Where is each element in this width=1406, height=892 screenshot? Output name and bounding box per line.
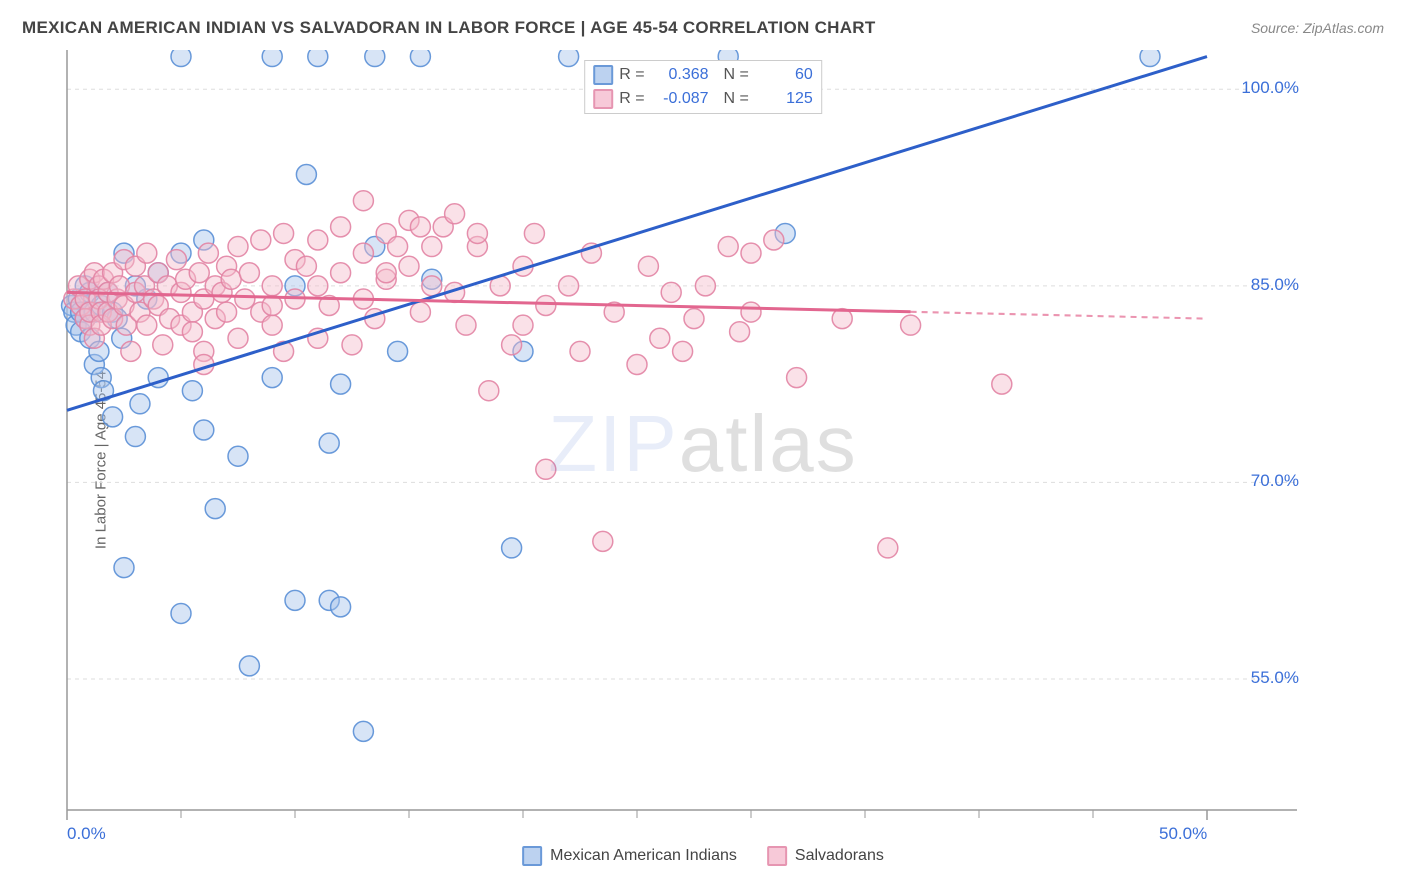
r-value: -0.087 [651,90,709,108]
y-tick-label: 100.0% [1229,78,1299,98]
n-value: 125 [755,90,813,108]
scatter-plot [22,50,1384,870]
chart-area: In Labor Force | Age 45-54 ZIPatlas R = … [22,50,1384,870]
r-label: R = [619,90,644,108]
r-value: 0.368 [651,66,709,84]
series-legend: Mexican American Indians Salvadorans [522,846,884,866]
legend-swatch [522,846,542,866]
correlation-row: R = -0.087 N = 125 [593,87,813,111]
legend-label: Salvadorans [795,847,884,865]
chart-header: MEXICAN AMERICAN INDIAN VS SALVADORAN IN… [22,18,1384,38]
chart-title: MEXICAN AMERICAN INDIAN VS SALVADORAN IN… [22,18,876,38]
n-value: 60 [755,66,813,84]
n-label: N = [715,66,749,84]
y-tick-label: 70.0% [1229,471,1299,491]
correlation-legend: R = 0.368 N = 60 R = -0.087 N = 125 [584,60,822,114]
x-tick-label: 0.0% [67,824,106,844]
y-tick-label: 85.0% [1229,275,1299,295]
legend-label: Mexican American Indians [550,847,737,865]
legend-swatch [767,846,787,866]
r-label: R = [619,66,644,84]
chart-source: Source: ZipAtlas.com [1251,20,1384,36]
legend-swatch [593,89,613,109]
legend-item: Mexican American Indians [522,846,737,866]
legend-swatch [593,65,613,85]
n-label: N = [715,90,749,108]
x-tick-label: 50.0% [1159,824,1207,844]
correlation-row: R = 0.368 N = 60 [593,63,813,87]
legend-item: Salvadorans [767,846,884,866]
y-tick-label: 55.0% [1229,668,1299,688]
